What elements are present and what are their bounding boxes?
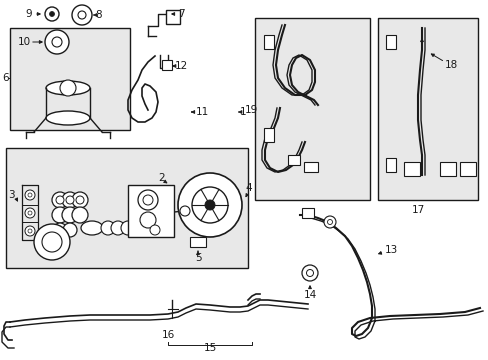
Bar bbox=[287, 155, 299, 165]
Circle shape bbox=[34, 224, 70, 260]
Circle shape bbox=[60, 80, 76, 96]
Circle shape bbox=[52, 192, 68, 208]
Circle shape bbox=[142, 195, 153, 205]
Bar bbox=[439, 162, 455, 176]
Circle shape bbox=[63, 223, 77, 237]
Text: 19: 19 bbox=[244, 105, 258, 115]
Text: 11: 11 bbox=[196, 107, 209, 117]
Bar bbox=[377, 18, 477, 200]
Bar bbox=[162, 60, 172, 70]
Text: 13: 13 bbox=[384, 245, 397, 255]
Bar bbox=[264, 128, 273, 142]
Ellipse shape bbox=[81, 221, 103, 235]
Text: 16: 16 bbox=[161, 330, 174, 340]
Circle shape bbox=[140, 212, 156, 228]
Bar bbox=[304, 162, 317, 172]
Circle shape bbox=[45, 30, 69, 54]
Circle shape bbox=[180, 206, 190, 216]
Text: 6: 6 bbox=[2, 73, 9, 83]
Circle shape bbox=[52, 37, 62, 47]
Circle shape bbox=[76, 196, 84, 204]
Circle shape bbox=[192, 187, 227, 223]
Bar bbox=[264, 35, 273, 49]
Circle shape bbox=[45, 7, 59, 21]
Circle shape bbox=[111, 221, 125, 235]
Bar bbox=[165, 10, 180, 24]
Circle shape bbox=[101, 221, 115, 235]
Circle shape bbox=[327, 220, 332, 225]
Bar bbox=[128, 185, 174, 237]
Bar bbox=[10, 28, 130, 130]
Circle shape bbox=[204, 200, 215, 210]
Bar bbox=[190, 237, 205, 247]
Bar bbox=[403, 162, 419, 176]
Circle shape bbox=[121, 221, 135, 235]
Circle shape bbox=[28, 193, 32, 197]
Text: 2: 2 bbox=[158, 173, 164, 183]
Circle shape bbox=[138, 190, 158, 210]
Circle shape bbox=[150, 225, 160, 235]
Ellipse shape bbox=[46, 81, 90, 95]
Bar bbox=[254, 18, 369, 200]
Ellipse shape bbox=[46, 111, 90, 125]
Circle shape bbox=[49, 12, 54, 17]
Bar bbox=[385, 35, 395, 49]
Text: 1: 1 bbox=[240, 107, 246, 117]
Circle shape bbox=[28, 211, 32, 215]
Text: 5: 5 bbox=[194, 253, 201, 263]
Circle shape bbox=[42, 232, 62, 252]
Circle shape bbox=[52, 207, 68, 223]
Text: 9: 9 bbox=[25, 9, 32, 19]
Bar bbox=[302, 208, 313, 218]
Text: 17: 17 bbox=[410, 205, 424, 215]
Circle shape bbox=[72, 192, 88, 208]
Circle shape bbox=[302, 265, 317, 281]
Text: 12: 12 bbox=[175, 61, 188, 71]
Circle shape bbox=[28, 229, 32, 233]
Text: 3: 3 bbox=[8, 190, 15, 200]
Circle shape bbox=[178, 173, 242, 237]
Circle shape bbox=[53, 223, 67, 237]
Circle shape bbox=[72, 5, 92, 25]
Text: 8: 8 bbox=[95, 10, 102, 20]
Text: 7: 7 bbox=[178, 9, 184, 19]
Text: 10: 10 bbox=[18, 37, 31, 47]
Bar bbox=[385, 158, 395, 172]
Circle shape bbox=[25, 208, 35, 218]
Circle shape bbox=[62, 192, 78, 208]
Text: 15: 15 bbox=[203, 343, 216, 353]
Circle shape bbox=[78, 11, 86, 19]
Text: 14: 14 bbox=[303, 290, 316, 300]
Text: 18: 18 bbox=[444, 60, 457, 70]
Circle shape bbox=[324, 216, 335, 228]
Circle shape bbox=[62, 207, 78, 223]
Bar bbox=[459, 162, 475, 176]
Circle shape bbox=[72, 207, 88, 223]
Bar bbox=[6, 148, 247, 268]
Circle shape bbox=[56, 196, 64, 204]
Circle shape bbox=[25, 226, 35, 236]
Circle shape bbox=[25, 190, 35, 200]
Circle shape bbox=[306, 270, 313, 276]
Circle shape bbox=[66, 196, 74, 204]
Text: 4: 4 bbox=[244, 183, 251, 193]
